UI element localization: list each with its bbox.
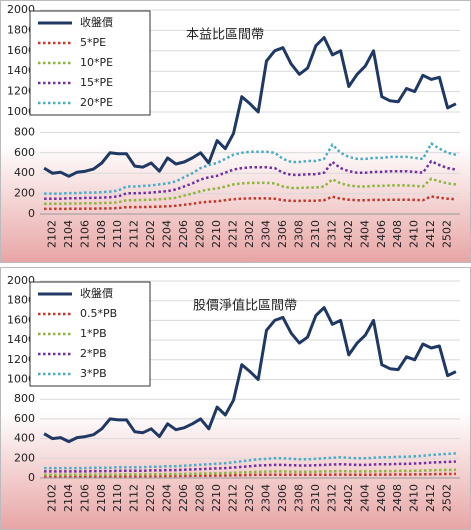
x-tick-label: 2108 — [95, 484, 108, 512]
chart-title: 股價淨值比區間帶 — [193, 298, 297, 314]
y-tick-label: 2000 — [7, 3, 35, 16]
y-tick-label: 400 — [14, 432, 35, 445]
legend-label: 0.5*PB — [80, 307, 117, 320]
series-line — [44, 142, 457, 195]
legend-label: 收盤價 — [80, 286, 113, 300]
x-tick-label: 2404 — [358, 484, 371, 512]
x-tick-label: 2110 — [111, 484, 124, 512]
x-tick-label: 2312 — [325, 220, 338, 248]
x-tick-label: 2410 — [408, 220, 421, 248]
series-line — [44, 472, 456, 478]
x-tick-label: 2308 — [292, 220, 305, 248]
x-tick-label: 2312 — [325, 484, 338, 512]
y-tick-label: 0 — [28, 471, 35, 484]
x-tick-label: 2210 — [210, 484, 223, 512]
x-tick-label: 2102 — [45, 220, 58, 248]
legend-label: 15*PE — [80, 76, 113, 89]
y-tick-label: 1600 — [7, 44, 35, 57]
x-tick-label: 2408 — [391, 220, 404, 248]
x-tick-label: 2402 — [342, 484, 355, 512]
x-tick-label: 2206 — [177, 484, 190, 512]
x-tick-label: 2108 — [95, 220, 108, 248]
x-tick-label: 2304 — [259, 484, 272, 512]
x-tick-label: 2112 — [128, 220, 141, 248]
x-tick-label: 2302 — [243, 484, 256, 512]
y-tick-label: 400 — [14, 166, 35, 179]
x-tick-label: 2402 — [342, 220, 355, 248]
series-line — [44, 159, 457, 200]
x-tick-label: 2208 — [194, 484, 207, 512]
legend-label: 1*PB — [80, 327, 107, 340]
x-tick-label: 2408 — [391, 484, 404, 512]
series-line — [44, 460, 456, 473]
legend-label: 2*PB — [80, 347, 107, 360]
x-tick-label: 2308 — [292, 484, 305, 512]
x-tick-label: 2204 — [161, 484, 174, 512]
x-tick-label: 2306 — [276, 220, 289, 248]
chart-title: 本益比區間帶 — [186, 28, 264, 43]
y-tick-label: 0 — [28, 207, 35, 220]
y-tick-label: 1600 — [7, 313, 35, 326]
chart: 0 200 400 600 800 1000 1200 1400 1600 1800 2000 210… — [7, 3, 460, 248]
series-line — [44, 177, 457, 206]
x-tick-label: 2104 — [62, 484, 75, 512]
y-tick-label: 600 — [14, 146, 35, 159]
x-tick-label: 2110 — [111, 220, 124, 248]
x-tick-label: 2502 — [441, 220, 454, 248]
legend-label: 3*PB — [80, 367, 107, 380]
y-tick-label: 600 — [14, 412, 35, 425]
y-tick-label: 1000 — [7, 105, 35, 118]
y-tick-label: 800 — [14, 392, 35, 405]
x-tick-label: 2106 — [78, 220, 91, 248]
x-tick-label: 2406 — [375, 220, 388, 248]
y-tick-label: 200 — [14, 451, 35, 464]
x-tick-label: 2206 — [177, 220, 190, 248]
x-tick-label: 2310 — [309, 484, 322, 512]
legend-label: 20*PE — [80, 96, 113, 109]
x-tick-label: 2104 — [62, 220, 75, 248]
x-tick-label: 2406 — [375, 484, 388, 512]
y-tick-label: 1400 — [7, 333, 35, 346]
x-tick-label: 2208 — [194, 220, 207, 248]
y-tick-label: 200 — [14, 187, 35, 200]
x-tick-label: 2212 — [227, 484, 240, 512]
series-line — [44, 195, 456, 211]
x-tick-label: 2204 — [161, 220, 174, 248]
x-tick-label: 2212 — [227, 220, 240, 248]
x-tick-label: 2412 — [424, 220, 437, 248]
x-tick-label: 2102 — [45, 484, 58, 512]
x-tick-label: 2112 — [128, 484, 141, 512]
y-tick-label: 1200 — [7, 353, 35, 366]
x-tick-label: 2412 — [424, 484, 437, 512]
y-tick-label: 1400 — [7, 64, 35, 77]
y-tick-label: 1000 — [7, 373, 35, 386]
series-line — [44, 468, 456, 476]
x-tick-label: 2304 — [259, 220, 272, 248]
series-line — [43, 306, 457, 444]
x-tick-label: 2302 — [243, 220, 256, 248]
y-tick-label: 1200 — [7, 85, 35, 98]
y-tick-label: 800 — [14, 125, 35, 138]
x-tick-label: 2106 — [78, 484, 91, 512]
x-tick-label: 2410 — [408, 484, 421, 512]
x-tick-label: 2210 — [210, 220, 223, 248]
legend-label: 5*PE — [80, 36, 106, 49]
x-tick-label: 2404 — [358, 220, 371, 248]
series-line — [44, 452, 456, 470]
y-tick-label: 1800 — [7, 294, 35, 307]
x-tick-label: 2306 — [276, 484, 289, 512]
y-tick-label: 2000 — [7, 274, 35, 287]
series-line — [43, 36, 457, 178]
x-tick-label: 2202 — [144, 220, 157, 248]
x-tick-label: 2202 — [144, 484, 157, 512]
x-tick-label: 2502 — [441, 484, 454, 512]
legend-label: 收盤價 — [80, 15, 113, 29]
y-tick-label: 1800 — [7, 23, 35, 36]
x-tick-label: 2310 — [309, 220, 322, 248]
chart: 0 200 400 600 800 1000 1200 1400 1600 1800 2000 210… — [7, 274, 460, 512]
legend-label: 10*PE — [80, 56, 113, 69]
